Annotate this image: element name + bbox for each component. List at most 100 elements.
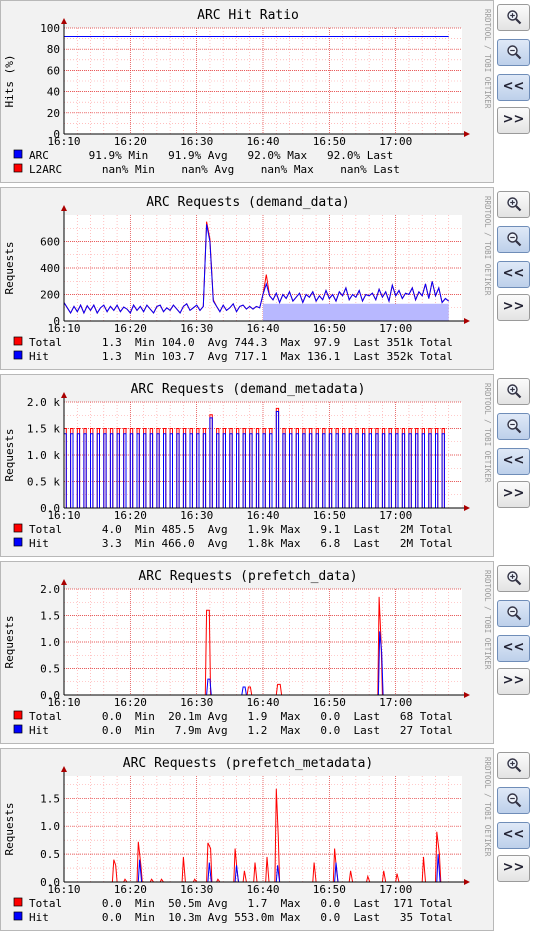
- y-axis-arrow: [61, 766, 67, 772]
- y-axis-arrow: [61, 579, 67, 585]
- zoom-in-button[interactable]: [497, 565, 530, 592]
- magnifier-plus-icon: [506, 9, 521, 24]
- y-tick-label: 0.5: [40, 848, 60, 861]
- y-axis-label: Requests: [3, 242, 16, 295]
- y-axis-label: Requests: [3, 429, 16, 482]
- legend-swatch: [13, 336, 23, 346]
- legend-entry: Hit 0.0 Min 10.3m Avg 553.0m Max 0.0 Las…: [29, 911, 453, 924]
- y-tick-label: 40: [47, 86, 60, 99]
- legend-swatch: [13, 724, 23, 734]
- x-tick-label: 17:00: [379, 322, 412, 335]
- back-button[interactable]: <<: [497, 448, 530, 475]
- chart-title: ARC Hit Ratio: [197, 8, 299, 23]
- forward-button[interactable]: >>: [497, 107, 530, 134]
- x-tick-label: 16:20: [114, 322, 147, 335]
- legend-swatch: [13, 163, 23, 173]
- x-axis-arrow: [464, 879, 470, 885]
- magnifier-minus-icon: [506, 792, 521, 807]
- y-tick-label: 0.0: [40, 876, 60, 889]
- x-tick-label: 16:30: [180, 696, 213, 709]
- legend-entry: Total 0.0 Min 20.1m Avg 1.9 Max 0.0 Last…: [29, 710, 453, 723]
- x-axis-arrow: [464, 131, 470, 137]
- chart-title: ARC Requests (prefetch_metadata): [123, 756, 373, 771]
- x-tick-label: 16:50: [313, 509, 346, 522]
- legend-entry: L2ARC nan% Min nan% Avg nan% Max nan% La…: [29, 163, 400, 176]
- arc-requests-prefetch-metadata-panel: ARC Requests (prefetch_metadata) Requests…: [0, 748, 494, 931]
- x-tick-label: 16:40: [246, 135, 279, 148]
- y-tick-label: 0.0: [40, 502, 60, 515]
- x-tick-label: 16:50: [313, 883, 346, 896]
- x-tick-label: 16:50: [313, 322, 346, 335]
- y-tick-label: 400: [40, 262, 60, 275]
- x-tick-label: 16:40: [246, 322, 279, 335]
- x-tick-label: 16:50: [313, 135, 346, 148]
- watermark: RRDTOOL / TOBI OETIKER: [483, 9, 492, 109]
- legend-entry: Total 1.3 Min 104.0 Avg 744.3 Max 97.9 L…: [29, 336, 453, 349]
- arc-requests-demand-data-chart: ARC Requests (demand_data) Requests 0 200 40…: [3, 195, 492, 363]
- back-button[interactable]: <<: [497, 822, 530, 849]
- series-line-hit: [63, 224, 450, 315]
- zoom-in-button[interactable]: [497, 191, 530, 218]
- y-tick-label: 0: [53, 315, 60, 328]
- magnifier-plus-icon: [506, 570, 521, 585]
- x-tick-label: 16:20: [114, 883, 147, 896]
- x-tick-label: 16:20: [114, 509, 147, 522]
- y-tick-label: 600: [40, 236, 60, 249]
- x-axis-arrow: [464, 318, 470, 324]
- x-tick-label: 16:10: [47, 322, 80, 335]
- hit-area-fill: [263, 303, 449, 321]
- zoom-out-button[interactable]: [497, 226, 530, 253]
- back-button[interactable]: <<: [497, 635, 530, 662]
- x-tick-label: 16:20: [114, 696, 147, 709]
- zoom-out-button[interactable]: [497, 39, 530, 66]
- x-axis-arrow: [464, 505, 470, 511]
- y-tick-label: 2.0 k: [27, 396, 60, 409]
- x-tick-label: 16:30: [180, 322, 213, 335]
- back-button[interactable]: <<: [497, 261, 530, 288]
- zoom-out-button[interactable]: [497, 600, 530, 627]
- forward-button[interactable]: >>: [497, 855, 530, 882]
- chart-title: ARC Requests (prefetch_data): [138, 569, 357, 584]
- zoom-out-button[interactable]: [497, 413, 530, 440]
- zoom-out-button[interactable]: [497, 787, 530, 814]
- x-tick-label: 16:10: [47, 883, 80, 896]
- arc-requests-demand-metadata-chart: ARC Requests (demand_metadata) Requests 0.…: [3, 382, 492, 550]
- arc-hit-ratio-panel: ARC Hit Ratio Hits (%) 0 20 40 60 80 100 16:10 16…: [0, 0, 494, 183]
- y-tick-label: 0.5: [40, 663, 60, 676]
- y-tick-label: 1.0: [40, 820, 60, 833]
- x-tick-label: 16:10: [47, 509, 80, 522]
- arc-requests-prefetch-data-panel: ARC Requests (prefetch_data) Requests 0.0 0…: [0, 561, 494, 744]
- x-tick-label: 16:30: [180, 883, 213, 896]
- arc-requests-demand-metadata-panel: ARC Requests (demand_metadata) Requests 0.…: [0, 374, 494, 557]
- y-tick-label: 1.5: [40, 610, 60, 623]
- legend-entry: Total 4.0 Min 485.5 Avg 1.9k Max 9.1 Las…: [29, 523, 453, 536]
- x-axis-arrow: [464, 692, 470, 698]
- zoom-in-button[interactable]: [497, 4, 530, 31]
- legend-swatch: [13, 350, 23, 360]
- series-line-hit: [64, 631, 449, 696]
- y-tick-label: 100: [40, 22, 60, 35]
- x-tick-label: 16:40: [246, 509, 279, 522]
- y-axis-label: Hits (%): [3, 55, 16, 108]
- x-tick-label: 16:10: [47, 135, 80, 148]
- y-axis-arrow: [61, 18, 67, 24]
- zoom-in-button[interactable]: [497, 752, 530, 779]
- x-tick-label: 16:30: [180, 135, 213, 148]
- forward-button[interactable]: >>: [497, 668, 530, 695]
- y-tick-label: 1.5 k: [27, 423, 60, 436]
- forward-button[interactable]: >>: [497, 481, 530, 508]
- watermark: RRDTOOL / TOBI OETIKER: [483, 570, 492, 670]
- legend-swatch: [13, 911, 23, 921]
- back-button[interactable]: <<: [497, 74, 530, 101]
- x-tick-label: 16:20: [114, 135, 147, 148]
- magnifier-minus-icon: [506, 44, 521, 59]
- zoom-in-button[interactable]: [497, 378, 530, 405]
- y-axis-arrow: [61, 205, 67, 211]
- magnifier-plus-icon: [506, 196, 521, 211]
- x-tick-label: 17:00: [379, 135, 412, 148]
- arc-requests-prefetch-data-chart: ARC Requests (prefetch_data) Requests 0.0 0…: [3, 569, 492, 737]
- y-axis-label: Requests: [3, 803, 16, 856]
- x-tick-label: 16:40: [246, 696, 279, 709]
- forward-button[interactable]: >>: [497, 294, 530, 321]
- magnifier-plus-icon: [506, 757, 521, 772]
